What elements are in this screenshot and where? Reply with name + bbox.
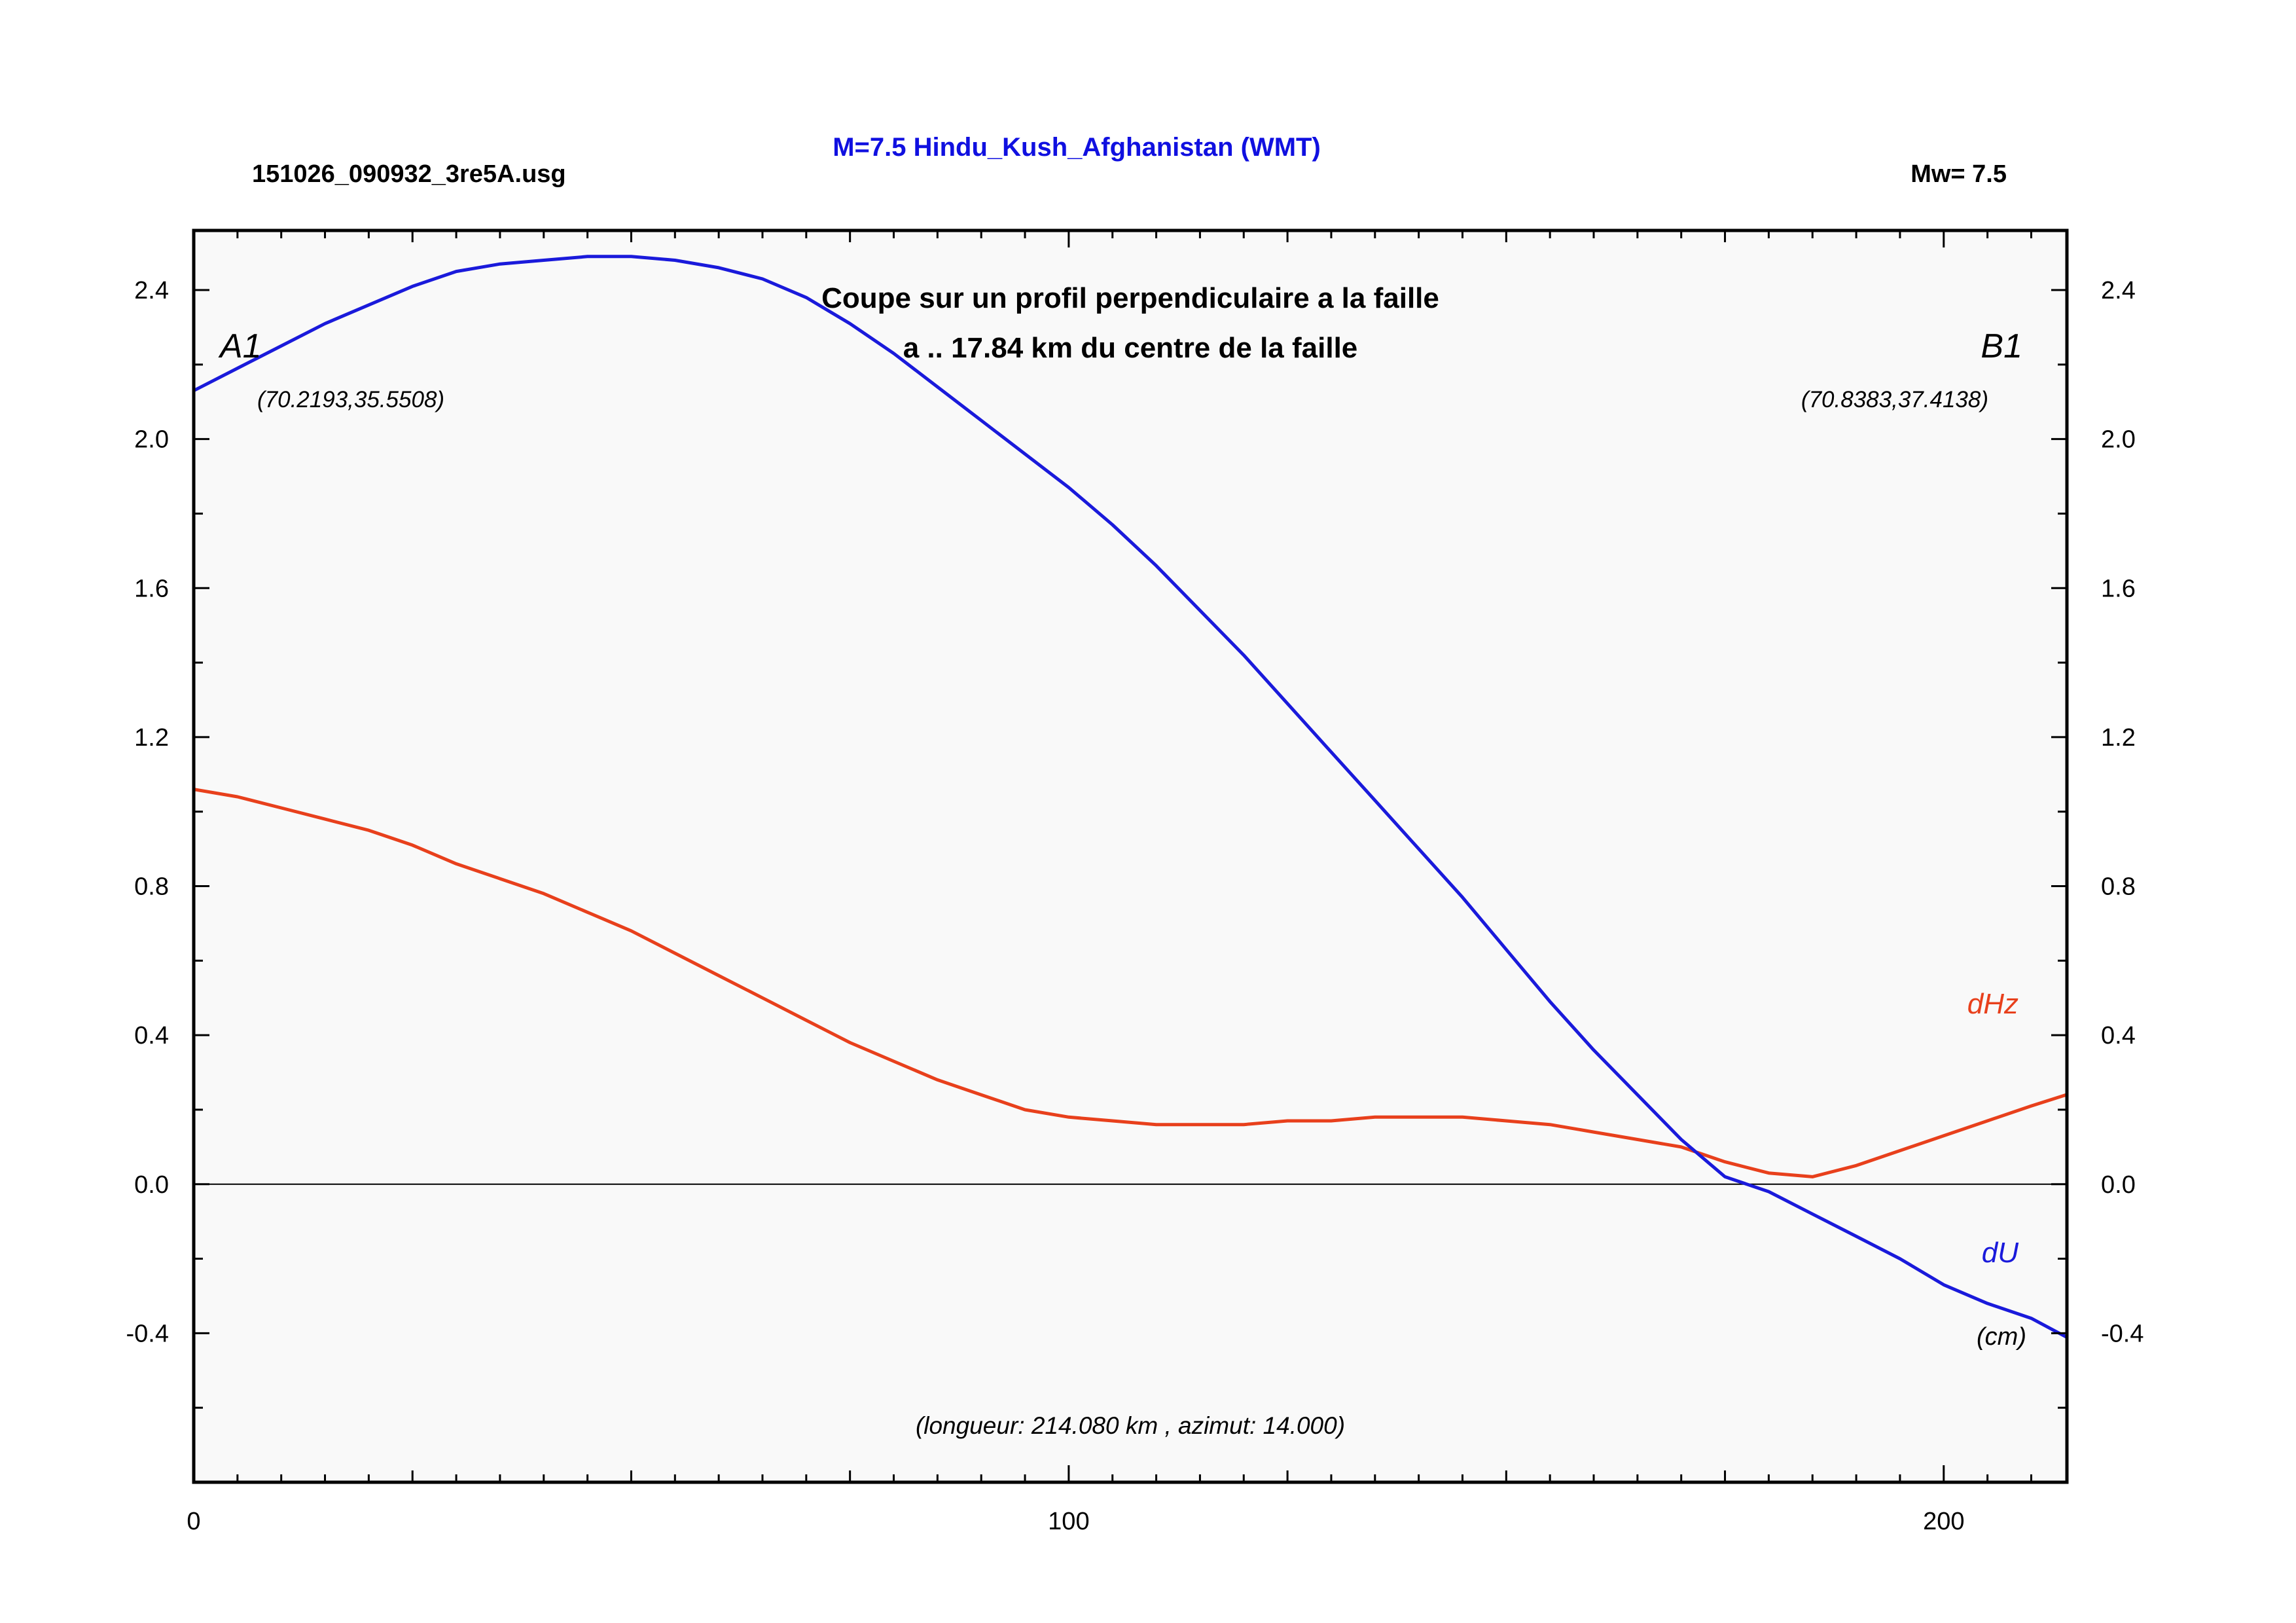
series-label-dHz: dHz: [1967, 988, 2018, 1020]
x-tick-label: 0: [187, 1508, 200, 1535]
profile-footer: (longueur: 214.080 km , azimut: 14.000): [916, 1412, 1345, 1439]
point-a-coords: (70.2193,35.5508): [257, 387, 444, 412]
y-tick-label: 0.4: [134, 1022, 169, 1049]
axis-ticks: [192, 230, 2067, 1484]
series-label-dU: dU: [1982, 1237, 2018, 1269]
y-tick-label-right: 0.8: [2101, 873, 2136, 901]
y-tick-label-right: 1.6: [2101, 575, 2136, 602]
y-tick-label: 1.2: [134, 724, 169, 752]
magnitude-label: Mw= 7.5: [1910, 160, 2007, 188]
y-tick-label: 1.6: [134, 575, 169, 602]
y-tick-label-right: 2.0: [2101, 426, 2136, 454]
point-b-label: B1: [1981, 327, 2022, 365]
y-tick-label: 0.0: [134, 1171, 169, 1199]
x-tick-label: 100: [1048, 1508, 1089, 1535]
point-a-label: A1: [218, 327, 262, 365]
series-line-dU: [192, 255, 2068, 1339]
y-tick-label-right: 0.4: [2101, 1022, 2136, 1049]
subtitle-line1: Coupe sur un profil perpendiculaire a la…: [821, 282, 1439, 314]
unit-label: (cm): [1977, 1323, 2026, 1351]
y-tick-label: -0.4: [126, 1320, 169, 1347]
y-tick-label-right: -0.4: [2101, 1320, 2144, 1347]
y-tick-label: 2.0: [134, 426, 169, 454]
subtitle-line2: a .. 17.84 km du centre de la faille: [903, 332, 1358, 364]
series-line-dHz: [193, 788, 2067, 1178]
chart-title: M=7.5 Hindu_Kush_Afghanistan (WMT): [833, 133, 1321, 162]
point-b-coords: (70.8383,37.4138): [1801, 387, 1988, 412]
y-tick-label: 2.4: [134, 277, 169, 304]
x-tick-label: 200: [1923, 1508, 1964, 1535]
y-tick-label-right: 0.0: [2101, 1171, 2136, 1199]
y-tick-label: 0.8: [134, 873, 169, 901]
plot-frame: [192, 228, 2069, 1484]
y-tick-label-right: 2.4: [2101, 277, 2136, 304]
y-tick-label-right: 1.2: [2101, 724, 2136, 752]
axis-tick-labels: 2.4 2.4 2.0 2.0 1.6 1.6 1.2 1.2 0.8 0.8 0.4 0.4 0.0 0…: [126, 277, 2144, 1535]
file-name: 151026_090932_3re5A.usg: [252, 160, 566, 188]
plot-area: [194, 230, 2067, 1482]
